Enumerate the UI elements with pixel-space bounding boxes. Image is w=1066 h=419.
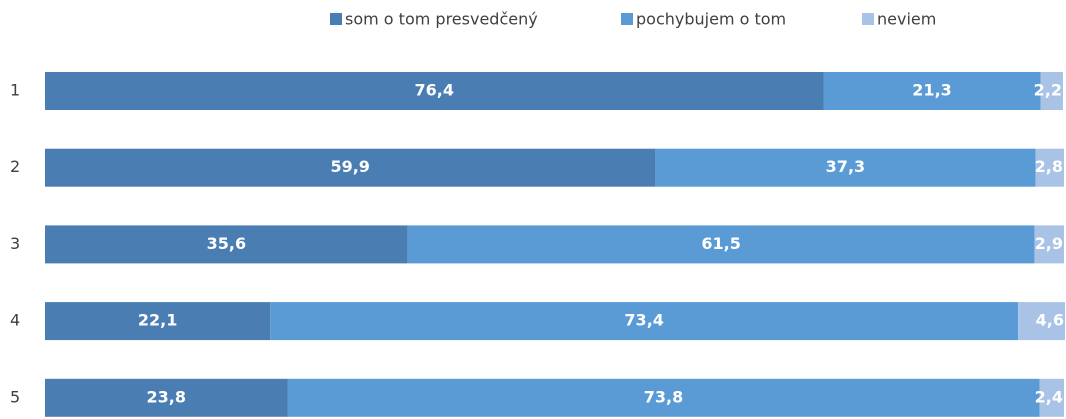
data-label: 73,8 <box>644 387 683 406</box>
data-label: 59,9 <box>330 157 369 176</box>
data-label: 21,3 <box>912 81 951 100</box>
bar-segment <box>1035 148 1064 187</box>
bar-segment <box>823 72 1041 110</box>
data-label: 2,2 <box>1034 81 1062 100</box>
data-label: 22,1 <box>138 311 177 330</box>
y-tick-label: 2 <box>10 157 20 176</box>
bar-segment <box>1040 72 1063 110</box>
bar-segment <box>45 72 824 110</box>
bar-segment <box>45 378 288 417</box>
bar-segment <box>655 148 1036 187</box>
bar-segment <box>45 148 656 187</box>
bar-segment <box>287 378 1040 417</box>
bar-segment <box>407 225 1035 264</box>
data-label: 61,5 <box>701 234 740 253</box>
bar-segment <box>1018 302 1066 341</box>
data-label: 4,6 <box>1036 311 1064 330</box>
data-label: 2,9 <box>1035 234 1063 253</box>
legend-swatch <box>862 13 874 25</box>
data-label: 2,8 <box>1035 157 1063 176</box>
data-label: 35,6 <box>207 234 246 253</box>
legend-label: pochybujem o tom <box>636 10 786 29</box>
legend-swatch <box>621 13 633 25</box>
bar-segment <box>1039 378 1064 417</box>
legend-swatch <box>330 13 342 25</box>
data-label: 37,3 <box>826 157 865 176</box>
y-tick-label: 1 <box>10 81 20 100</box>
legend-label: neviem <box>877 10 936 29</box>
bar-segment <box>1034 225 1064 264</box>
bar-segment <box>45 225 408 264</box>
data-label: 76,4 <box>415 81 454 100</box>
bar-segment <box>45 302 271 341</box>
y-tick-label: 3 <box>10 234 20 253</box>
data-label: 73,4 <box>624 311 663 330</box>
y-tick-label: 5 <box>10 387 20 406</box>
bar-segment <box>270 302 1019 341</box>
y-tick-label: 4 <box>10 311 20 330</box>
legend-label: som o tom presvedčený <box>345 10 538 29</box>
data-label: 2,4 <box>1035 387 1063 406</box>
data-label: 23,8 <box>147 387 186 406</box>
